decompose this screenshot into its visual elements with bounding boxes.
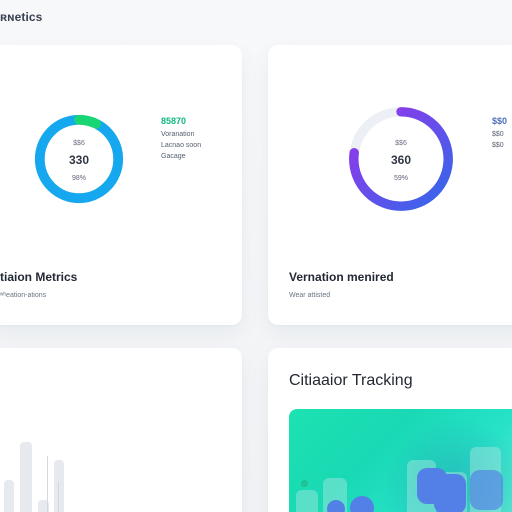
metrics-right-subtitle: Wear attisted bbox=[289, 292, 331, 299]
metrics-left-title: tiaion Metrics bbox=[0, 270, 78, 284]
mini-chart-line bbox=[58, 482, 59, 512]
metrics-left-label: tiaion Metrics ʷʰeation-ations bbox=[0, 270, 77, 299]
legend-right-value: $$0 bbox=[492, 116, 508, 126]
legend-left-line-2: Lacnao soon bbox=[161, 142, 202, 149]
legend-left-line-1: Voranation bbox=[161, 131, 195, 138]
ring-right-value: 360 bbox=[390, 153, 412, 167]
metrics-right-label: Vernation menired Wear attisted bbox=[289, 270, 394, 299]
metrics-ring-right-center: $$6 360 59% bbox=[376, 140, 426, 182]
metrics-card-left bbox=[0, 45, 242, 325]
tracking-bar bbox=[296, 490, 318, 512]
tracking-title: Citiaaior Tracking bbox=[289, 372, 413, 389]
legend-right-line-2: $$0 bbox=[492, 142, 504, 149]
mini-chart-bar bbox=[20, 442, 32, 512]
ring-right-percent: 59% bbox=[393, 175, 408, 182]
ring-right-top-label: $$6 bbox=[395, 140, 407, 147]
tracking-bubble bbox=[434, 474, 466, 512]
metrics-card-right bbox=[268, 45, 512, 325]
ring-left-top-label: $$6 bbox=[73, 140, 85, 147]
tracking-bubble bbox=[350, 496, 374, 512]
metrics-left-legend: 85870 Voranation Lacnao soon Gacage bbox=[161, 116, 201, 162]
ring-left-percent: 98% bbox=[71, 175, 86, 182]
page-title: ʀɴetics bbox=[0, 10, 43, 24]
metrics-right-title: Vernation menired bbox=[289, 270, 394, 284]
metrics-ring-left-center: $$6 330 98% bbox=[54, 140, 104, 182]
tracking-visual bbox=[289, 409, 512, 512]
mini-chart-bar bbox=[54, 460, 64, 512]
ring-progress bbox=[349, 107, 453, 211]
legend-right-line-1: $$0 bbox=[492, 131, 504, 138]
ring-left-value: 330 bbox=[68, 153, 90, 167]
ring-accent bbox=[34, 114, 124, 204]
metrics-left-subtitle: ʷʰeation-ations bbox=[0, 292, 47, 299]
legend-left-line-3: Gacage bbox=[161, 153, 186, 160]
tracking-square bbox=[301, 480, 308, 487]
mini-chart-line bbox=[47, 456, 48, 512]
mini-chart-preview bbox=[0, 429, 80, 512]
tracking-bubble bbox=[470, 470, 503, 510]
metrics-right-legend: $$0 $$0 $$0 bbox=[492, 116, 512, 151]
legend-left-value: 85870 bbox=[161, 116, 187, 126]
tracking-bubble bbox=[327, 500, 345, 512]
mini-chart-bar bbox=[4, 480, 14, 512]
chart-card-bottom-left bbox=[0, 348, 242, 512]
metrics-ring-left bbox=[34, 114, 124, 204]
metrics-ring-right bbox=[349, 107, 453, 211]
mini-chart-bar bbox=[38, 500, 49, 512]
